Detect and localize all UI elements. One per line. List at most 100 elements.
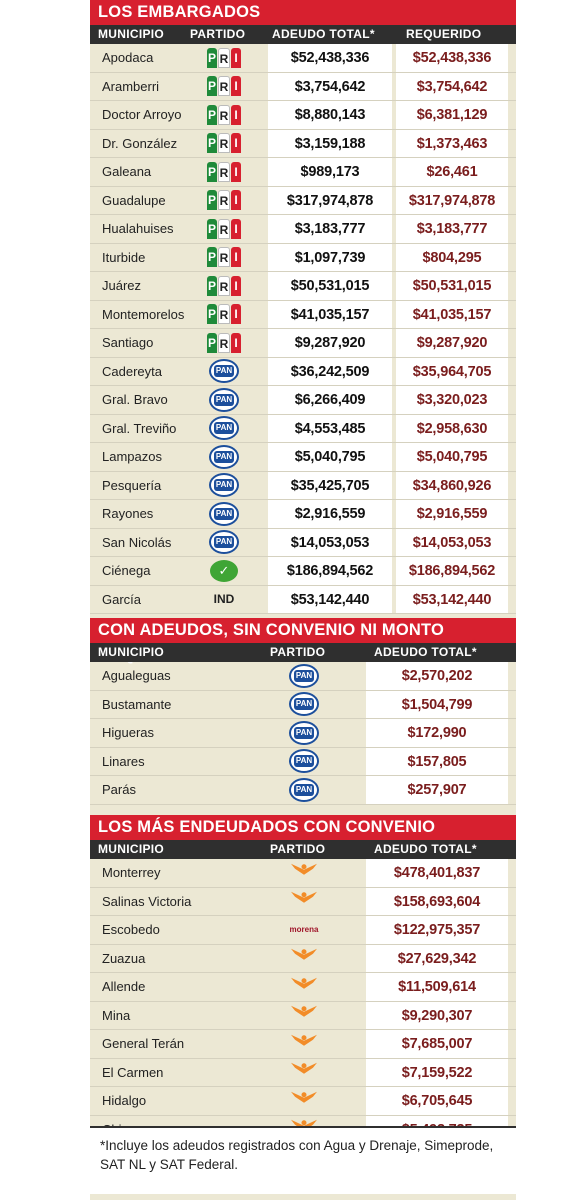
municipio-cell: Mina (102, 1007, 131, 1023)
table-con-convenio: Monterrey $478,401,837 Salinas Victoria $15… (90, 859, 516, 1144)
header-partido: PARTIDO (270, 842, 326, 856)
pvem-logo-icon: ✓ (210, 559, 238, 582)
adeudo-total-value: $3,159,188 (294, 135, 366, 152)
municipio-cell: Salinas Victoria (102, 893, 192, 909)
requerido-cell-bg (396, 500, 508, 528)
adeudo-total-value: $3,183,777 (294, 221, 366, 237)
municipio-cell: El Carmen (102, 1064, 164, 1080)
table-row: Monterrey $478,401,837 (90, 859, 516, 888)
adeudo-total-value: $7,159,522 (401, 1064, 473, 1081)
adeudo-cell-bg (366, 1030, 508, 1058)
requerido-value: $317,974,878 (408, 192, 496, 209)
adeudo-total-value: $122,975,357 (393, 922, 481, 938)
adeudo-cell-bg (268, 329, 392, 357)
municipio-cell: Iturbide (102, 249, 146, 265)
adeudo-cell-bg (366, 690, 508, 718)
independent-label: IND (213, 592, 235, 606)
municipio-cell: Escobedo (102, 922, 160, 937)
adeudo-total-value: $35,425,705 (290, 477, 370, 494)
municipio-cell: Doctor Arroyo (102, 107, 182, 122)
adeudo-cell-bg (268, 272, 392, 300)
table-row: Gral. Bravo PAN $6,266,409 $3,320,023 (90, 386, 516, 415)
requerido-cell-bg (396, 158, 508, 186)
adeudo-cell-bg (268, 101, 392, 129)
adeudo-total-value: $50,531,015 (290, 278, 370, 294)
requerido-cell-bg (396, 414, 508, 442)
municipio-cell: Dr. González (102, 135, 178, 151)
table-row: Allende $11,509,614 (90, 973, 516, 1002)
adeudo-total-value: $27,629,342 (397, 950, 477, 967)
table-row: García IND $53,142,440 $53,142,440 (90, 585, 516, 614)
adeudo-total-value: $157,805 (407, 753, 467, 770)
adeudo-total-value: $6,266,409 (294, 392, 366, 408)
table-row: Pesquería PAN $35,425,705 $34,860,926 (90, 471, 516, 500)
mc-eagle-logo-icon (289, 972, 319, 1003)
requerido-cell-bg (396, 186, 508, 214)
requerido-value: $50,531,015 (412, 278, 492, 294)
mc-eagle-logo-icon (289, 886, 319, 917)
footnote: *Incluye los adeudos registrados con Agu… (90, 1126, 516, 1194)
mc-eagle-logo-icon (289, 858, 319, 889)
table-row: Dr. González P R I $3,159,188 $1,373,463 (90, 129, 516, 158)
requerido-value: $2,958,630 (416, 420, 488, 437)
adeudo-total-value: $8,880,143 (294, 107, 366, 123)
adeudo-total-value: $53,142,440 (290, 591, 370, 608)
requerido-cell-bg (396, 272, 508, 300)
section-sin-convenio: CON ADEUDOS, SIN CONVENIO NI MONTO REQUE… (90, 618, 516, 805)
table-row: Guadalupe P R I $317,974,878 $317,974,878 (90, 186, 516, 215)
header-adeudo: ADEUDO TOTAL* (272, 27, 375, 41)
requerido-value: $35,964,705 (412, 363, 492, 380)
adeudo-cell-bg (366, 916, 508, 944)
header-partido: PARTIDO (270, 645, 326, 659)
requerido-value: $6,381,129 (416, 107, 488, 123)
infographic-panel: LOS EMBARGADOS MUNICIPIO PARTIDO ADEUDO … (90, 0, 516, 1200)
municipio-cell: Guadalupe (102, 192, 166, 208)
adeudo-cell-bg (268, 129, 392, 157)
adeudo-total-value: $2,916,559 (294, 506, 366, 522)
adeudo-cell-bg (366, 747, 508, 775)
table-row: Galeana P R I $989,173 $26,461 (90, 158, 516, 187)
adeudo-cell-bg (268, 528, 392, 556)
table-row: Bustamante PAN $1,504,799 (90, 690, 516, 719)
municipio-cell: San Nicolás (102, 534, 172, 550)
requerido-value: $52,438,336 (412, 50, 492, 66)
mc-eagle-logo-icon (289, 1057, 319, 1088)
municipio-cell: General Terán (102, 1036, 185, 1051)
requerido-cell-bg (396, 443, 508, 471)
requerido-value: $9,287,920 (416, 335, 488, 351)
requerido-value: $34,860,926 (412, 477, 492, 494)
table-row: Zuazua $27,629,342 (90, 944, 516, 973)
adeudo-cell-bg (268, 500, 392, 528)
mc-eagle-logo-icon (289, 1086, 319, 1117)
adeudo-total-value: $1,504,799 (401, 696, 473, 713)
table-row: Escobedo morena $122,975,357 (90, 916, 516, 945)
requerido-value: $26,461 (426, 164, 478, 180)
table-row: Santiago P R I $9,287,920 $9,287,920 (90, 329, 516, 358)
table-row: Rayones PAN $2,916,559 $2,916,559 (90, 500, 516, 529)
adeudo-cell-bg (268, 471, 392, 499)
pan-logo-icon: PAN (209, 416, 239, 441)
adeudo-cell-bg (366, 1087, 508, 1115)
section-title-sin-convenio: CON ADEUDOS, SIN CONVENIO NI MONTO REQUE… (90, 618, 516, 664)
table-row: Hualahuises P R I $3,183,777 $3,183,777 (90, 215, 516, 244)
municipio-cell: Apodaca (102, 50, 154, 65)
morena-logo-icon: morena (289, 924, 319, 934)
table-row: Aramberri P R I $3,754,642 $3,754,642 (90, 72, 516, 101)
municipio-cell: Bustamante (102, 696, 172, 712)
adeudo-cell-bg (366, 973, 508, 1001)
table-row: Cadereyta PAN $36,242,509 $35,964,705 (90, 357, 516, 386)
requerido-cell-bg (396, 585, 508, 613)
pan-logo-icon: PAN (289, 777, 319, 802)
column-headers-con-convenio: MUNICIPIO PARTIDO ADEUDO TOTAL* (90, 840, 516, 859)
adeudo-total-value: $7,685,007 (401, 1036, 473, 1052)
adeudo-cell-bg (366, 662, 508, 690)
adeudo-cell-bg (366, 776, 508, 804)
municipio-cell: Aramberri (102, 78, 160, 94)
mc-eagle-logo-icon (289, 1029, 319, 1060)
